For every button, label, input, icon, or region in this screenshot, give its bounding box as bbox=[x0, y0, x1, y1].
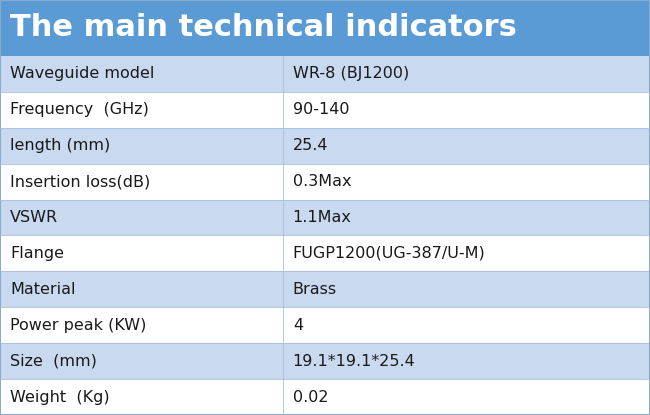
Bar bbox=[0, 200, 650, 235]
Bar bbox=[0, 128, 650, 164]
Text: Frequency  (GHz): Frequency (GHz) bbox=[10, 103, 149, 117]
Text: Weight  (Kg): Weight (Kg) bbox=[10, 390, 110, 405]
Bar bbox=[0, 0, 650, 56]
Bar bbox=[0, 343, 650, 379]
Bar bbox=[0, 307, 650, 343]
Text: FUGP1200(UG-387/U-M): FUGP1200(UG-387/U-M) bbox=[292, 246, 486, 261]
Text: Flange: Flange bbox=[10, 246, 64, 261]
Text: 4: 4 bbox=[292, 318, 303, 333]
Text: The main technical indicators: The main technical indicators bbox=[10, 14, 517, 42]
Text: Brass: Brass bbox=[292, 282, 337, 297]
Text: VSWR: VSWR bbox=[10, 210, 58, 225]
Text: 0.02: 0.02 bbox=[292, 390, 328, 405]
Bar bbox=[0, 56, 650, 92]
Bar bbox=[0, 92, 650, 128]
Text: Insertion loss(dB): Insertion loss(dB) bbox=[10, 174, 150, 189]
Bar bbox=[0, 235, 650, 271]
Text: Waveguide model: Waveguide model bbox=[10, 66, 155, 81]
Text: 90-140: 90-140 bbox=[292, 103, 349, 117]
Text: Size  (mm): Size (mm) bbox=[10, 354, 97, 369]
Text: WR-8 (BJ1200): WR-8 (BJ1200) bbox=[292, 66, 409, 81]
Bar bbox=[0, 379, 650, 415]
Text: Material: Material bbox=[10, 282, 75, 297]
Bar bbox=[0, 164, 650, 200]
Text: length (mm): length (mm) bbox=[10, 138, 111, 153]
Text: 19.1*19.1*25.4: 19.1*19.1*25.4 bbox=[292, 354, 415, 369]
Text: 0.3Max: 0.3Max bbox=[292, 174, 351, 189]
Text: Power peak (KW): Power peak (KW) bbox=[10, 318, 146, 333]
Text: 25.4: 25.4 bbox=[292, 138, 328, 153]
Bar bbox=[0, 271, 650, 307]
Text: 1.1Max: 1.1Max bbox=[292, 210, 352, 225]
